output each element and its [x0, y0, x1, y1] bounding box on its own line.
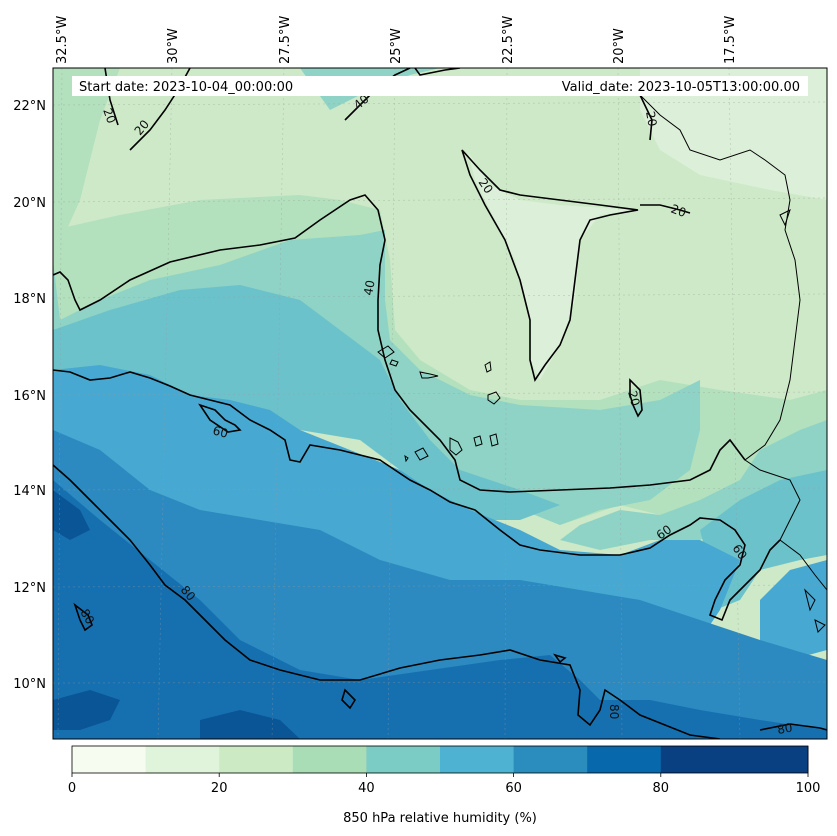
- lon-label-27-5w: 27.5°W: [278, 16, 293, 64]
- date-banner: [72, 76, 808, 96]
- lon-label-25w: 25°W: [389, 28, 404, 64]
- lon-label-30w: 30°W: [166, 28, 181, 64]
- lat-label-10n: 10°N: [13, 677, 46, 692]
- colorbar-tick-label: 80: [653, 781, 670, 796]
- band-90-100-a: [53, 490, 90, 540]
- contour-label-80-c: 80: [607, 704, 621, 719]
- lon-label-22-5w: 22.5°W: [501, 16, 516, 64]
- coastline: [639, 94, 827, 633]
- lat-label-22n: 22°N: [13, 99, 46, 114]
- start-date-label: Start date: 2023-10-04_00:00:00: [79, 80, 293, 95]
- band-10-20-tongue: [468, 152, 638, 380]
- contour-label-40-mid: 40: [361, 279, 377, 296]
- colorbar-swatch: [219, 746, 294, 773]
- colorbar-swatch: [660, 746, 735, 773]
- colorbar-swatch: [513, 746, 588, 773]
- latitude-labels: 22°N 20°N 18°N 16°N 14°N 12°N 10°N: [13, 99, 46, 692]
- contour-label-20-a: 20: [100, 106, 118, 125]
- lat-label-18n: 18°N: [13, 292, 46, 307]
- colorbar-label: 850 hPa relative humidity (%): [343, 811, 537, 826]
- colorbar-ticks: 0 20 40 60 80 100: [68, 773, 821, 796]
- lon-label-20w: 20°W: [612, 28, 627, 64]
- lat-label-14n: 14°N: [13, 484, 46, 499]
- gridlines: [53, 68, 827, 739]
- lon-label-32-5w: 32.5°W: [55, 16, 70, 64]
- colorbar-swatches: [72, 746, 809, 773]
- contour-label-80-b: 80: [77, 607, 97, 627]
- map-frame: [52, 67, 828, 740]
- band-10-20-northeast: [640, 68, 827, 200]
- colorbar-tick-label: 20: [211, 781, 228, 796]
- contour-label-20-e: 20: [669, 202, 688, 220]
- band-40-50-east: [560, 420, 827, 550]
- contour-lines: [53, 68, 827, 739]
- colorbar-swatch: [440, 746, 515, 773]
- colorbar-tick-label: 40: [358, 781, 375, 796]
- colorbar-swatch: [587, 746, 662, 773]
- lat-label-16n: 16°N: [13, 389, 46, 404]
- band-30-40-west: [53, 68, 120, 260]
- lon-label-17-5w: 17.5°W: [723, 16, 738, 64]
- colorbar-swatch: [145, 746, 220, 773]
- band-50-60: [53, 285, 560, 520]
- map-panel: 20 20 40 20 20 40 20 20 60 60 60 80 80 8…: [53, 68, 827, 739]
- colorbar-frame: [71, 745, 809, 774]
- colorbar-swatch: [292, 746, 367, 773]
- colorbar-tick-label: 60: [505, 781, 522, 796]
- islands: [377, 345, 501, 463]
- band-60-70-east: [760, 560, 827, 660]
- colorbar-swatch: [734, 746, 809, 773]
- colorbar-swatch: [72, 746, 147, 773]
- contour-label-60-a: 60: [211, 423, 229, 440]
- colorbar-tick-label: 0: [68, 781, 76, 796]
- colorbar-swatch: [366, 746, 441, 773]
- band-90-100-b: [53, 690, 120, 730]
- colorbar: 0 20 40 60 80 100 850 hPa relative humidity (…: [68, 745, 821, 826]
- colorbar-tick-label: 100: [796, 781, 821, 796]
- valid-date-label: Valid_date: 2023-10-05T13:00:00.00: [562, 80, 800, 95]
- lat-label-20n: 20°N: [13, 196, 46, 211]
- longitude-labels: 32.5°W 30°W 27.5°W 25°W 22.5°W 20°W 17.5…: [55, 16, 738, 64]
- contour-label-20-c: 20: [643, 110, 659, 127]
- band-70-80-b: [53, 470, 330, 640]
- contour-label-80-d: 80: [776, 721, 793, 737]
- band-90-100-c: [200, 710, 300, 739]
- lat-label-12n: 12°N: [13, 581, 46, 596]
- band-80-90: [53, 480, 827, 739]
- contour-label-20-f: 20: [625, 389, 642, 407]
